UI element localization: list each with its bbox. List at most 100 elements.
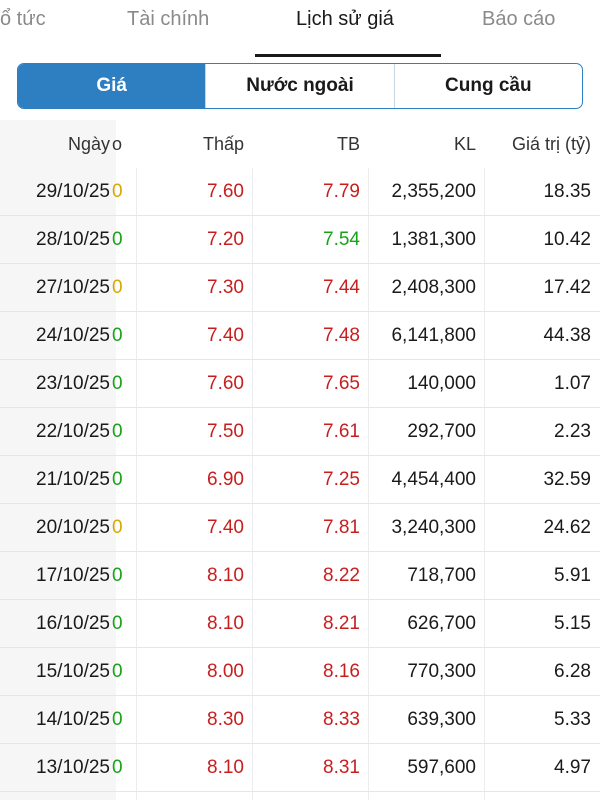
cell-truncated: 0 <box>112 517 123 538</box>
segment-supply-demand[interactable]: Cung cầu <box>393 64 582 108</box>
cell-truncated: 0 <box>112 565 123 586</box>
cell-volume: 2,408,300 <box>391 277 476 298</box>
cell-average: 8.31 <box>323 757 360 778</box>
cell-low: 8.10 <box>207 565 244 586</box>
column-divider <box>252 168 253 800</box>
table-row[interactable]: 27/10/25 0 7.30 7.44 2,408,300 17.42 <box>0 264 600 312</box>
cell-value: 5.15 <box>554 613 591 634</box>
cell-low: 7.60 <box>207 373 244 394</box>
segmented-control: Giá Nước ngoài Cung cầu <box>17 63 583 109</box>
header-volume[interactable]: KL <box>453 133 476 154</box>
table-row[interactable]: 20/10/25 0 7.40 7.81 3,240,300 24.62 <box>0 504 600 552</box>
cell-low: 7.30 <box>207 277 244 298</box>
column-divider <box>484 168 485 800</box>
cell-volume: 140,000 <box>407 373 476 394</box>
cell-date: 15/10/25 <box>36 661 110 682</box>
header-truncated: o <box>112 133 123 154</box>
cell-volume: 292,700 <box>407 421 476 442</box>
table-row[interactable]: 21/10/25 0 6.90 7.25 4,454,400 32.59 <box>0 456 600 504</box>
cell-low: 8.00 <box>207 661 244 682</box>
cell-truncated: 0 <box>112 421 123 442</box>
table-header: Ngày o Thấp TB KL Giá trị (tỷ) <box>0 120 600 168</box>
table-row[interactable]: 24/10/25 0 7.40 7.48 6,141,800 44.38 <box>0 312 600 360</box>
cell-average: 8.21 <box>323 613 360 634</box>
cell-value: 1.07 <box>554 373 591 394</box>
cell-date: 24/10/25 <box>36 325 110 346</box>
cell-date: 23/10/25 <box>36 373 110 394</box>
cell-value: 4.97 <box>554 757 591 778</box>
cell-date: 17/10/25 <box>36 565 110 586</box>
table-row[interactable]: 15/10/25 0 8.00 8.16 770,300 6.28 <box>0 648 600 696</box>
cell-volume: 626,700 <box>407 613 476 634</box>
cell-volume: 770,300 <box>407 661 476 682</box>
cell-truncated: 0 <box>112 469 123 490</box>
header-low[interactable]: Thấp <box>202 133 244 154</box>
cell-truncated: 0 <box>112 709 123 730</box>
cell-value: 18.35 <box>543 181 591 202</box>
cell-average: 7.25 <box>323 469 360 490</box>
segment-foreign[interactable]: Nước ngoài <box>205 64 393 108</box>
cell-volume: 3,240,300 <box>391 517 476 538</box>
table-row[interactable]: 16/10/25 0 8.10 8.21 626,700 5.15 <box>0 600 600 648</box>
cell-low: 7.60 <box>207 181 244 202</box>
table-row[interactable]: 28/10/25 0 7.20 7.54 1,381,300 10.42 <box>0 216 600 264</box>
cell-date: 29/10/25 <box>36 181 110 202</box>
tab-dividends[interactable]: ổ tức <box>0 8 46 30</box>
cell-truncated: 0 <box>112 373 123 394</box>
cell-volume: 718,700 <box>407 565 476 586</box>
cell-average: 7.61 <box>323 421 360 442</box>
cell-average: 7.81 <box>323 517 360 538</box>
cell-truncated: 0 <box>112 661 123 682</box>
table-row[interactable]: 29/10/25 0 7.60 7.79 2,355,200 18.35 <box>0 168 600 216</box>
header-date[interactable]: Ngày <box>67 133 110 154</box>
cell-value: 10.42 <box>543 229 591 250</box>
cell-average: 8.22 <box>323 565 360 586</box>
cell-value: 44.38 <box>543 325 591 346</box>
cell-date: 21/10/25 <box>36 469 110 490</box>
cell-volume: 4,454,400 <box>391 469 476 490</box>
cell-date: 27/10/25 <box>36 277 110 298</box>
cell-low: 7.40 <box>207 517 244 538</box>
cell-date: 22/10/25 <box>36 421 110 442</box>
tab-reports[interactable]: Báo cáo <box>482 8 556 30</box>
cell-volume: 597,600 <box>407 757 476 778</box>
active-tab-underline <box>255 54 441 57</box>
cell-volume: 2,355,200 <box>391 181 476 202</box>
cell-date: 14/10/25 <box>36 709 110 730</box>
tab-financials[interactable]: Tài chính <box>127 8 210 30</box>
column-divider <box>368 168 369 800</box>
table-row[interactable]: 14/10/25 0 8.30 8.33 639,300 5.33 <box>0 696 600 744</box>
cell-average: 8.33 <box>323 709 360 730</box>
cell-value: 24.62 <box>543 517 591 538</box>
cell-truncated: 0 <box>112 229 123 250</box>
column-divider <box>136 168 137 800</box>
cell-value: 32.59 <box>543 469 591 490</box>
cell-value: 5.33 <box>554 709 591 730</box>
price-history-table[interactable]: Ngày o Thấp TB KL Giá trị (tỷ) 29/10/25 0… <box>0 120 600 800</box>
table-row[interactable]: 22/10/25 0 7.50 7.61 292,700 2.23 <box>0 408 600 456</box>
segment-price[interactable]: Giá <box>18 64 206 108</box>
table-row[interactable]: 17/10/25 0 8.10 8.22 718,700 5.91 <box>0 552 600 600</box>
cell-average: 7.48 <box>323 325 360 346</box>
cell-truncated: 0 <box>112 181 123 202</box>
header-value[interactable]: Giá trị (tỷ) <box>512 133 591 154</box>
cell-truncated: 0 <box>112 325 123 346</box>
cell-low: 8.10 <box>207 613 244 634</box>
cell-average: 7.65 <box>323 373 360 394</box>
cell-low: 7.40 <box>207 325 244 346</box>
cell-volume: 6,141,800 <box>391 325 476 346</box>
cell-average: 8.16 <box>323 661 360 682</box>
cell-low: 7.50 <box>207 421 244 442</box>
tab-price-history[interactable]: Lịch sử giá <box>296 8 394 30</box>
header-average[interactable]: TB <box>336 133 360 154</box>
table-row[interactable]: 13/10/25 0 8.10 8.31 597,600 4.97 <box>0 744 600 792</box>
cell-truncated: 0 <box>112 277 123 298</box>
cell-value: 17.42 <box>543 277 591 298</box>
cell-volume: 1,381,300 <box>391 229 476 250</box>
cell-average: 7.44 <box>323 277 360 298</box>
cell-low: 8.30 <box>207 709 244 730</box>
cell-average: 7.79 <box>323 181 360 202</box>
cell-value: 2.23 <box>554 421 591 442</box>
cell-truncated: 0 <box>112 757 123 778</box>
table-row[interactable]: 23/10/25 0 7.60 7.65 140,000 1.07 <box>0 360 600 408</box>
